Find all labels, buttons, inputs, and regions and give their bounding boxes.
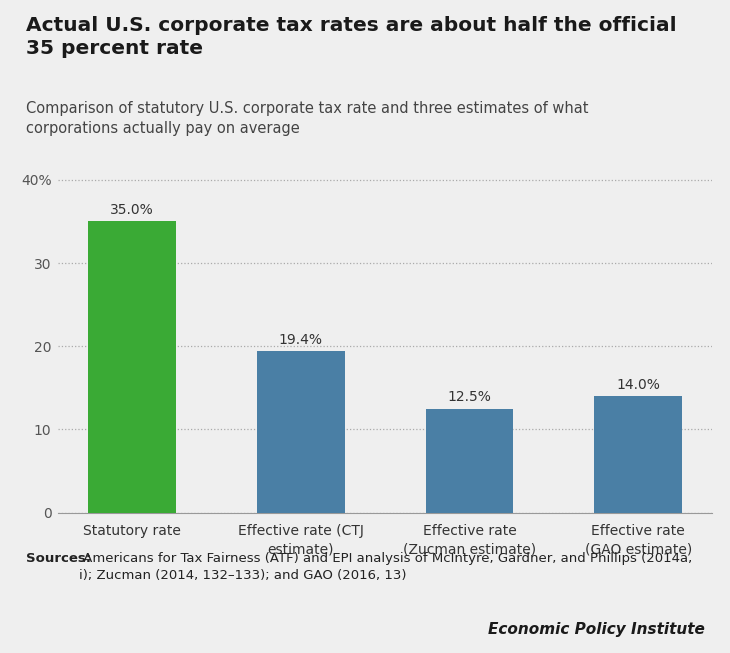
- Text: Americans for Tax Fairness (ATF) and EPI analysis of McIntyre, Gardner, and Phil: Americans for Tax Fairness (ATF) and EPI…: [79, 552, 692, 582]
- Text: 19.4%: 19.4%: [279, 333, 323, 347]
- Text: 14.0%: 14.0%: [616, 378, 660, 392]
- Bar: [426, 409, 513, 513]
- Bar: [257, 351, 345, 513]
- Text: Actual U.S. corporate tax rates are about half the official
35 percent rate: Actual U.S. corporate tax rates are abou…: [26, 16, 676, 58]
- Bar: [88, 221, 176, 513]
- Text: Sources:: Sources:: [26, 552, 91, 565]
- Bar: [594, 396, 682, 513]
- Text: Economic Policy Institute: Economic Policy Institute: [488, 622, 704, 637]
- Text: Comparison of statutory U.S. corporate tax rate and three estimates of what
corp: Comparison of statutory U.S. corporate t…: [26, 101, 588, 136]
- Text: 12.5%: 12.5%: [447, 390, 491, 404]
- Text: 35.0%: 35.0%: [110, 203, 154, 217]
